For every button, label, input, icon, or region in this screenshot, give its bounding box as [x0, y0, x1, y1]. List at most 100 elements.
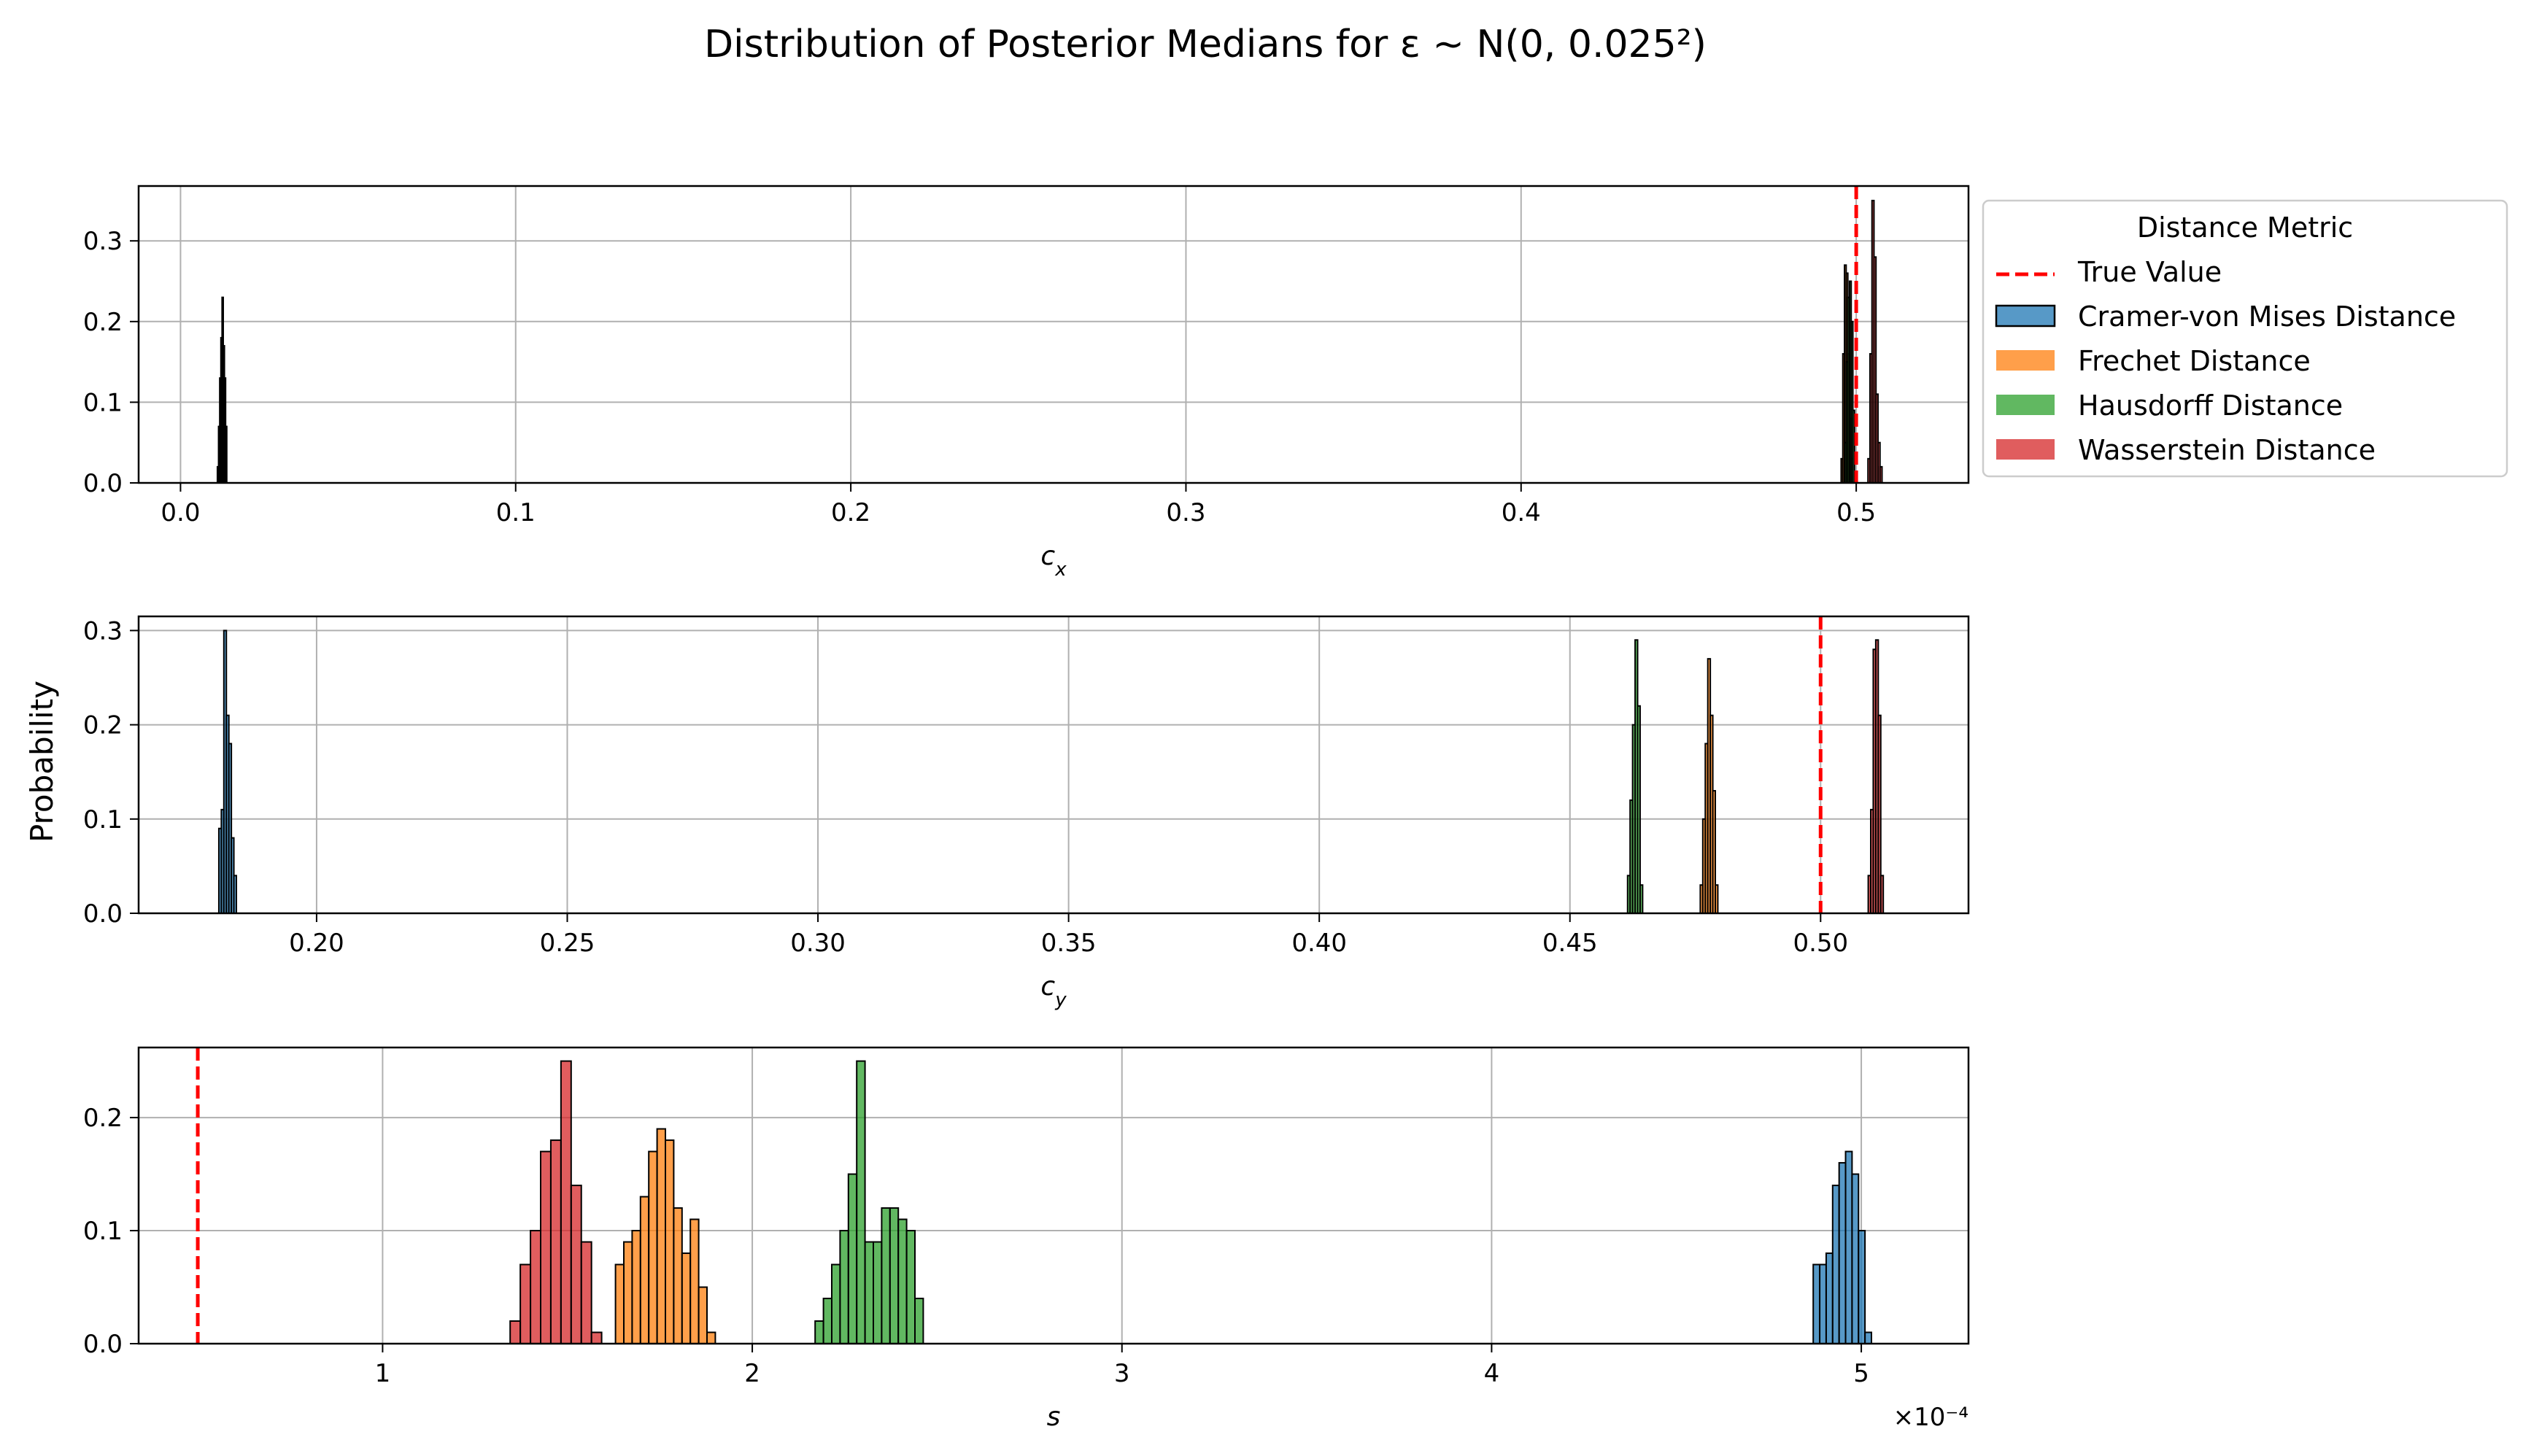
bar-frechet [623, 1241, 633, 1344]
bar-frechet [648, 1150, 658, 1345]
legend-swatch-wasserstein [1996, 439, 2055, 460]
bar-cramer [1819, 1263, 1827, 1345]
bar-cramer [1831, 1185, 1840, 1345]
axes-frame [137, 1046, 1970, 1345]
bar-hausdorff [1852, 409, 1855, 484]
bar-wasserstein [570, 1185, 582, 1345]
x-tick-label: 0.20 [289, 929, 344, 958]
bar-hausdorff [814, 1320, 824, 1345]
subplot-2: 0.20 0.25 0.30 0.35 0.40 0.45 0.50 0.0 0.1 0.2 0.3… [83, 615, 1970, 1011]
x-tick-label: 0.4 [1502, 498, 1541, 527]
chart-title: Distribution of Posterior Medians for ε … [704, 23, 1707, 66]
bar-wasserstein [519, 1263, 532, 1345]
series-wasserstein [509, 1060, 603, 1345]
bar-wasserstein [590, 1331, 603, 1344]
x-tick-label: 0.35 [1041, 929, 1097, 958]
y-tick-label: 0.1 [83, 1217, 123, 1246]
bar-frechet [639, 1196, 650, 1344]
x-tick-label: 0.5 [1836, 498, 1876, 527]
bar-wasserstein [549, 1139, 562, 1345]
x-axis-label: s [1047, 1402, 1061, 1432]
series-frechet [614, 1128, 716, 1345]
y-tick-label: 0.2 [83, 1104, 123, 1133]
series-hausdorff [1844, 280, 1855, 484]
bar-hausdorff [822, 1298, 832, 1344]
bar-frechet [665, 1139, 675, 1345]
legend-label-frechet: Frechet Distance [2078, 345, 2311, 377]
bar-hausdorff [897, 1218, 908, 1344]
bar-wasserstein [1879, 465, 1883, 484]
legend-swatch-frechet [1996, 350, 2055, 371]
subplot-1: 0.0 0.1 0.2 0.3 0.4 0.5 0.0 0.1 0.2 0.3 cx [83, 185, 1970, 581]
bar-cramer [1858, 1230, 1866, 1345]
x-tick-label: 3 [1114, 1359, 1130, 1388]
legend: Distance Metric True Value Cramer-von Mise… [1982, 199, 2508, 478]
series-cramer [217, 630, 237, 915]
series-frechet [1699, 658, 1719, 915]
series-hausdorff [814, 1060, 924, 1345]
series-wasserstein [1867, 639, 1885, 915]
x-tick-label: 0.50 [1793, 929, 1848, 958]
bar-cramer [233, 875, 237, 915]
bar-hausdorff [905, 1230, 916, 1345]
bar-wasserstein [540, 1150, 552, 1345]
x-tick-label: 0.3 [1166, 498, 1205, 527]
bar-wasserstein [1879, 875, 1885, 915]
bar-frechet [706, 1331, 716, 1344]
y-tick-label: 0.0 [83, 899, 123, 929]
x-tick-label: 4 [1484, 1359, 1500, 1388]
legend-label-hausdorff: Hausdorff Distance [2078, 390, 2343, 422]
bar-frechet [1715, 884, 1719, 914]
series-hausdorff [1626, 639, 1644, 915]
y-tick-label: 0.0 [83, 1330, 123, 1359]
legend-title: Distance Metric [2137, 212, 2353, 244]
bar-cramer [1825, 1252, 1834, 1344]
x-axis-label: cx [1040, 541, 1067, 581]
legend-swatch-hausdorff [1996, 395, 2055, 415]
y-axis-label: Probability [24, 681, 60, 843]
x-axis-label-subscript: y [1054, 989, 1067, 1011]
bar-hausdorff [1639, 884, 1644, 914]
bar-frechet [681, 1252, 692, 1344]
y-tick-label: 0.3 [83, 227, 123, 256]
subplot-3: 1 2 3 4 5 0.0 0.1 0.2 s ×10⁻⁴ [83, 1046, 1970, 1432]
series-cramer [1812, 1150, 1872, 1345]
bar-hausdorff [831, 1263, 841, 1345]
x-axis-label: cy [1040, 972, 1067, 1011]
x-tick-label: 0.0 [161, 498, 200, 527]
bar-frechet [698, 1286, 708, 1344]
bar-hausdorff [889, 1207, 900, 1344]
x-tick-label: 5 [1853, 1359, 1869, 1388]
bar-hausdorff [873, 1241, 883, 1344]
y-tick-label: 0.0 [83, 469, 123, 498]
bar-frechet [656, 1128, 666, 1344]
legend-swatch-cramer [1995, 304, 2056, 328]
legend-box [1982, 199, 2508, 478]
y-tick-label: 0.1 [83, 388, 123, 417]
x-tick-label: 0.30 [790, 929, 846, 958]
bar-hausdorff [1637, 705, 1641, 914]
axes-frame [137, 615, 1970, 915]
legend-label-cramer: Cramer-von Mises Distance [2078, 301, 2456, 333]
x-tick-label: 1 [375, 1359, 391, 1388]
bar-frechet [614, 1263, 625, 1345]
axes-frame [137, 185, 1970, 484]
series-cramer [216, 296, 228, 484]
bar-cramer [1812, 1263, 1821, 1345]
bar-cramer [1864, 1331, 1872, 1344]
bar-frechet [673, 1207, 683, 1344]
x-tick-label: 0.1 [496, 498, 536, 527]
y-tick-label: 0.3 [83, 616, 123, 646]
x-tick-label: 2 [744, 1359, 760, 1388]
bar-hausdorff [914, 1298, 924, 1344]
legend-true-value-label: True Value [2077, 256, 2222, 288]
y-tick-label: 0.2 [83, 711, 123, 740]
x-tick-label: 0.45 [1542, 929, 1598, 958]
x-axis-offset-text: ×10⁻⁴ [1893, 1403, 1968, 1432]
x-tick-label: 0.2 [831, 498, 870, 527]
bar-wasserstein [530, 1230, 541, 1345]
bar-frechet [689, 1218, 700, 1344]
bar-hausdorff [847, 1173, 858, 1344]
bar-cramer [1851, 1173, 1860, 1344]
